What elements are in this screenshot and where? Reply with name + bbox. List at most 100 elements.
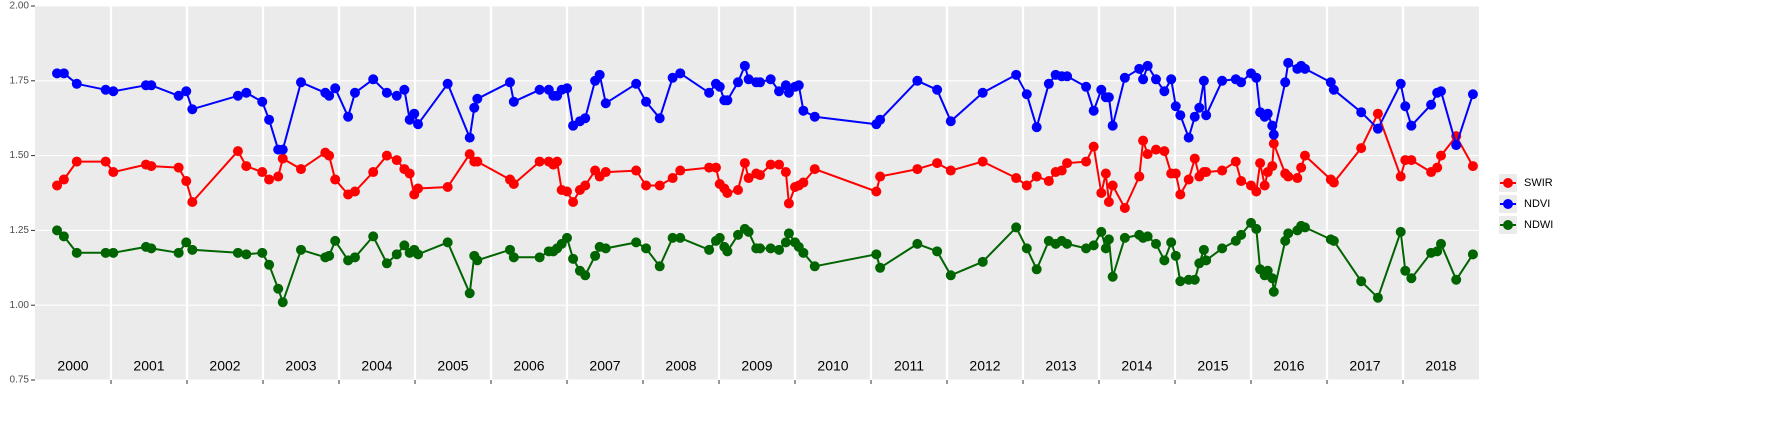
point xyxy=(809,111,820,122)
point xyxy=(568,196,579,207)
point xyxy=(1159,255,1170,266)
point xyxy=(1166,237,1177,248)
point xyxy=(296,164,306,175)
point xyxy=(71,247,82,258)
point xyxy=(977,256,988,267)
point xyxy=(257,247,268,258)
point xyxy=(1056,165,1067,176)
point xyxy=(413,249,424,260)
point xyxy=(181,86,192,97)
point xyxy=(1151,238,1161,249)
point xyxy=(534,84,545,95)
point xyxy=(108,86,119,97)
point xyxy=(1255,158,1266,169)
point xyxy=(1142,231,1153,242)
point xyxy=(1159,86,1170,97)
point xyxy=(1096,188,1107,198)
point xyxy=(755,77,766,88)
point xyxy=(368,231,379,242)
year-label: 2011 xyxy=(894,358,924,374)
point xyxy=(349,87,360,98)
point xyxy=(391,90,402,101)
point xyxy=(324,150,335,161)
point xyxy=(1175,276,1186,287)
y-tick-label: 0.75 xyxy=(10,375,30,386)
point xyxy=(1268,286,1279,297)
point xyxy=(1043,176,1054,187)
point xyxy=(1395,78,1406,89)
point xyxy=(641,96,652,107)
point xyxy=(1011,69,1022,80)
point xyxy=(871,249,882,260)
point xyxy=(667,173,678,184)
series xyxy=(52,57,1478,155)
point xyxy=(187,196,198,207)
point xyxy=(600,167,611,178)
point xyxy=(722,95,733,106)
point xyxy=(733,77,743,88)
point xyxy=(1170,250,1181,261)
point xyxy=(675,232,686,243)
point xyxy=(580,113,591,124)
point xyxy=(1043,78,1054,89)
point xyxy=(739,158,750,169)
point xyxy=(1081,81,1092,92)
point xyxy=(1107,120,1118,131)
point xyxy=(710,162,721,173)
point xyxy=(1262,108,1273,119)
point xyxy=(654,261,665,272)
point xyxy=(1134,63,1145,74)
point xyxy=(52,180,63,191)
point xyxy=(1299,63,1310,74)
point xyxy=(146,243,157,254)
point xyxy=(442,78,453,89)
point xyxy=(273,171,284,182)
point xyxy=(1159,146,1170,157)
point xyxy=(1175,189,1186,200)
point xyxy=(1062,158,1073,169)
point xyxy=(945,116,956,127)
y-tick-label: 1.75 xyxy=(10,75,30,86)
point xyxy=(1103,196,1114,207)
point xyxy=(1142,60,1153,71)
point xyxy=(1142,149,1153,160)
point xyxy=(108,247,119,258)
year-label: 2010 xyxy=(817,358,848,374)
point xyxy=(912,75,923,86)
point xyxy=(1406,120,1417,131)
point xyxy=(722,246,733,257)
point xyxy=(181,176,192,187)
point xyxy=(780,80,791,91)
point xyxy=(755,243,766,254)
point xyxy=(173,162,184,173)
year-label: 2012 xyxy=(969,358,1000,374)
point xyxy=(945,270,956,281)
point xyxy=(1119,202,1130,213)
point xyxy=(977,156,988,167)
point xyxy=(1436,86,1446,97)
point xyxy=(1292,173,1303,184)
series xyxy=(52,108,1478,213)
y-tick-label: 1.25 xyxy=(10,225,30,236)
point xyxy=(1088,105,1099,116)
point xyxy=(1201,110,1212,121)
point xyxy=(1194,102,1205,113)
point xyxy=(146,161,157,172)
point xyxy=(1217,243,1228,254)
point xyxy=(173,247,184,258)
point xyxy=(875,171,886,182)
point xyxy=(1251,72,1262,83)
point xyxy=(1031,122,1042,133)
point xyxy=(1062,238,1073,249)
legend-label: NDWI xyxy=(1524,219,1553,231)
point xyxy=(1356,107,1367,118)
plot-background xyxy=(35,6,1479,380)
point xyxy=(1268,138,1279,149)
point xyxy=(743,173,754,184)
point xyxy=(1088,141,1099,152)
point xyxy=(1096,84,1107,95)
point xyxy=(273,283,284,294)
point xyxy=(381,258,392,269)
point xyxy=(871,186,882,197)
point xyxy=(875,114,886,125)
